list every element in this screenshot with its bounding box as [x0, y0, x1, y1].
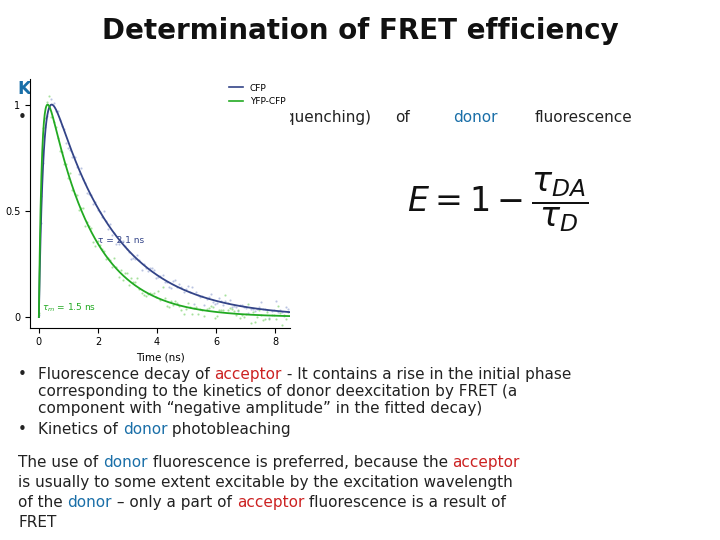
Text: of the: of the	[18, 495, 68, 510]
Text: donor: donor	[453, 110, 498, 125]
Text: •: •	[18, 367, 27, 382]
Text: $E = 1 - \dfrac{\tau_{DA}}{\tau_{D}}$: $E = 1 - \dfrac{\tau_{DA}}{\tau_{D}}$	[407, 170, 588, 234]
Legend: CFP, YFP-CFP: CFP, YFP-CFP	[229, 84, 286, 106]
Text: is usually to some extent excitable by the excitation wavelength: is usually to some extent excitable by t…	[18, 475, 513, 490]
Text: acceptor: acceptor	[215, 367, 282, 382]
X-axis label: Time (ns): Time (ns)	[135, 353, 184, 363]
Text: - It contains a rise in the initial phase: - It contains a rise in the initial phas…	[282, 367, 572, 382]
Text: fluorescence is a result of: fluorescence is a result of	[305, 495, 506, 510]
Text: $\tau_m$ = 1.5 ns: $\tau_m$ = 1.5 ns	[42, 302, 96, 314]
Text: •: •	[18, 110, 27, 125]
Text: Decrease: Decrease	[48, 110, 120, 125]
Text: Fluorescence decay of: Fluorescence decay of	[38, 367, 215, 382]
Text: τ = 2.1 ns: τ = 2.1 ns	[98, 235, 144, 245]
Text: fluorescence is preferred, because the: fluorescence is preferred, because the	[148, 455, 452, 470]
Text: FRET: FRET	[18, 515, 56, 530]
Text: Kinetics of: Kinetics of	[38, 422, 122, 437]
Text: donor: donor	[68, 495, 112, 510]
Text: of: of	[395, 110, 410, 125]
Text: acceptor: acceptor	[452, 455, 520, 470]
Text: lifetime: lifetime	[198, 110, 256, 125]
Text: •: •	[18, 422, 27, 437]
Text: in: in	[130, 110, 144, 125]
Text: – only a part of: – only a part of	[112, 495, 237, 510]
Text: Kinetic based:: Kinetic based:	[18, 80, 158, 98]
Text: corresponding to the kinetics of donor deexcitation by FRET (a: corresponding to the kinetics of donor d…	[38, 384, 517, 399]
Text: (quenching): (quenching)	[280, 110, 372, 125]
Text: acceptor: acceptor	[237, 495, 305, 510]
Text: Determination of FRET efficiency: Determination of FRET efficiency	[102, 17, 618, 45]
Text: The use of: The use of	[18, 455, 103, 470]
Text: component with “negative amplitude” in the fitted decay): component with “negative amplitude” in t…	[38, 401, 482, 416]
Text: donor: donor	[122, 422, 167, 437]
Text: photobleaching: photobleaching	[167, 422, 291, 437]
Text: donor: donor	[103, 455, 148, 470]
Text: fluorescence: fluorescence	[535, 110, 633, 125]
